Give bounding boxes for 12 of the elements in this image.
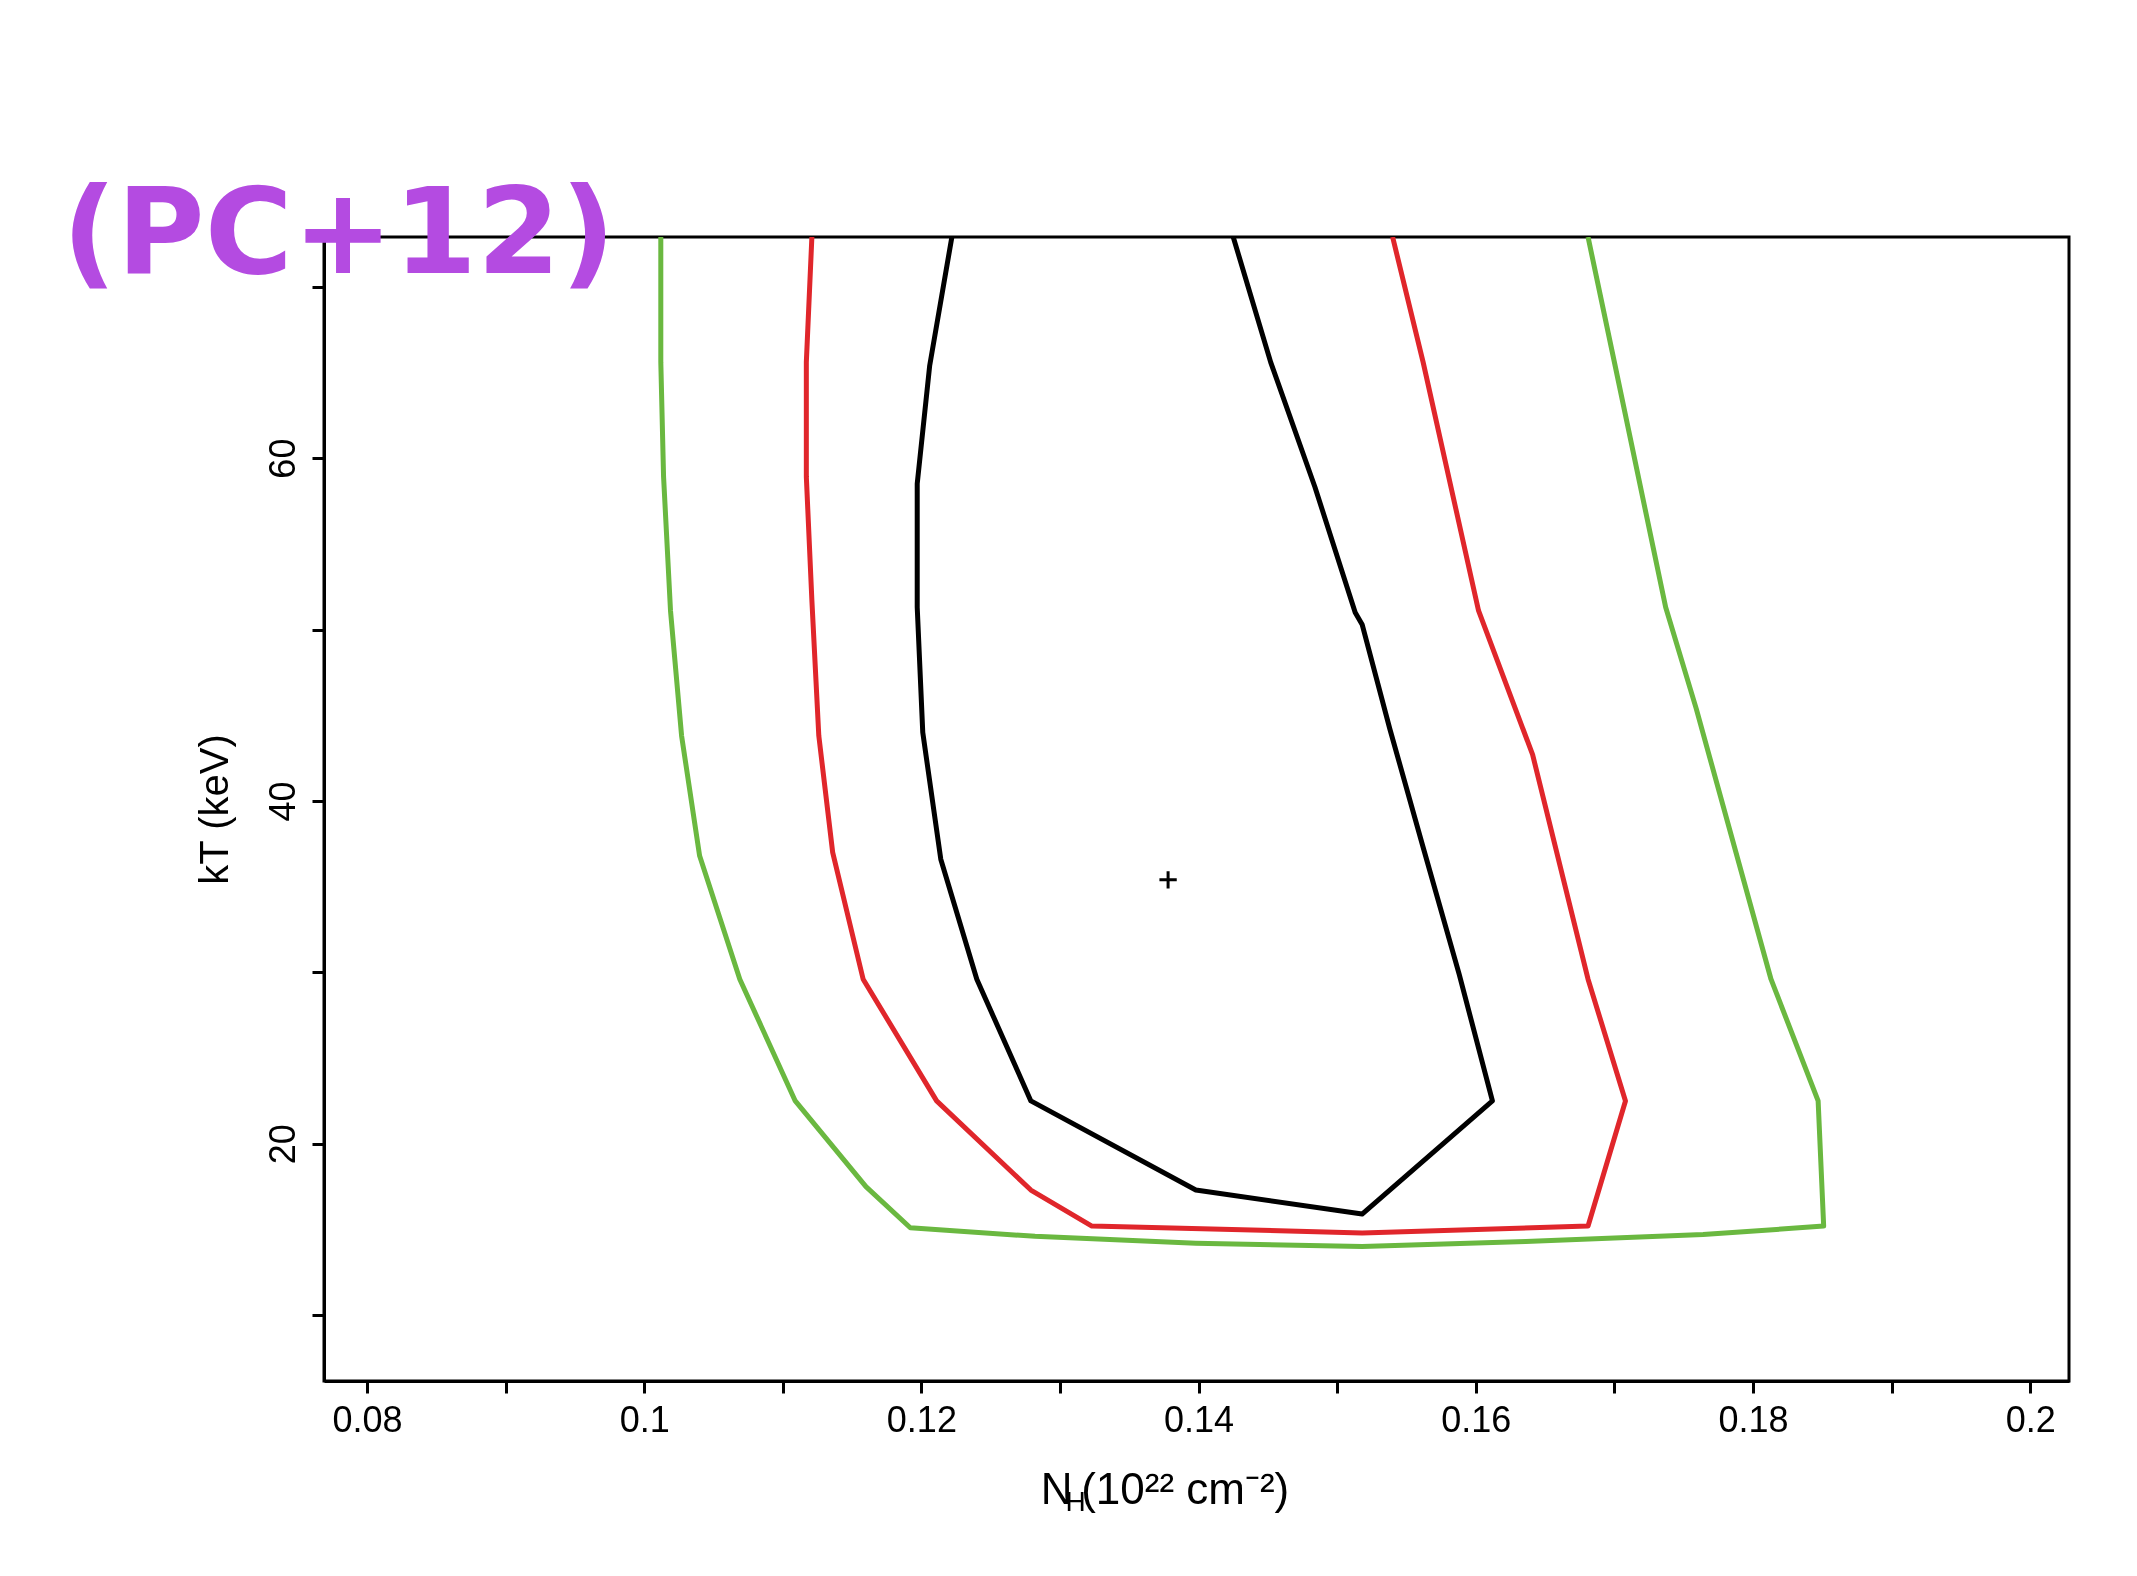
x-tick-label: 0.2 [2005, 1398, 2056, 1440]
y-tick-label: 60 [261, 438, 303, 479]
x-tick-label: 0.12 [886, 1398, 957, 1440]
annotation: (PC+12) [62, 162, 616, 301]
x-tick-label: 0.08 [332, 1398, 403, 1440]
x-tick-label: 0.14 [1164, 1398, 1235, 1440]
x-tick-label: 0.18 [1718, 1398, 1789, 1440]
y-tick-label: 20 [261, 1124, 303, 1165]
y-tick-label: 40 [261, 781, 303, 822]
x-tick-label: 0.1 [619, 1398, 670, 1440]
y-axis-title: kT (keV) [191, 734, 236, 885]
x-tick-label: 0.16 [1441, 1398, 1512, 1440]
